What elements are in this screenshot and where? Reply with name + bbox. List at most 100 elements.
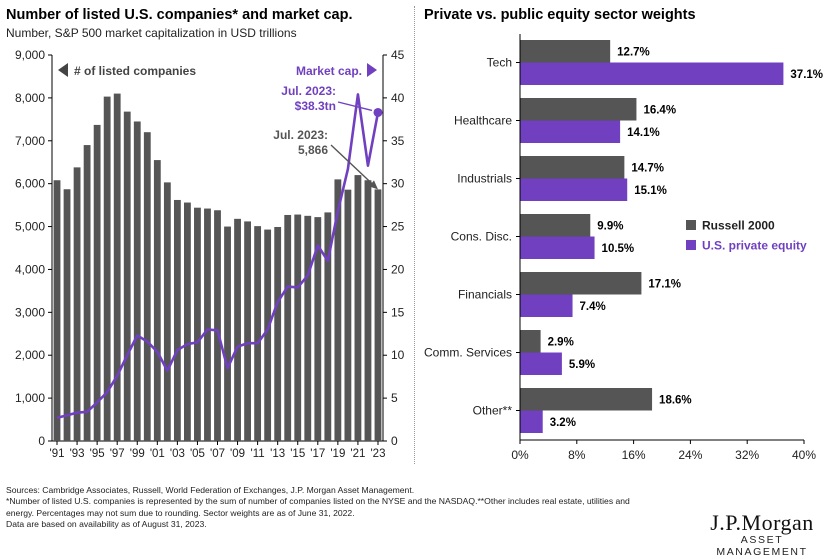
x-tick-label: '93 bbox=[70, 448, 85, 460]
listed-companies-bar bbox=[284, 214, 292, 441]
listed-companies-bar bbox=[274, 226, 282, 441]
russell-2000-value-label: 2.9% bbox=[548, 336, 574, 348]
listed-companies-bar bbox=[224, 226, 231, 441]
right-chart-title: Private vs. public equity sector weights bbox=[424, 7, 696, 23]
x-tick-label: '01 bbox=[150, 448, 165, 460]
right-y-tick-label: 15 bbox=[391, 305, 405, 319]
right-chart: Tech 12.7% 37.1% Healthcare 16.4% 14.1% Indust… bbox=[424, 34, 823, 462]
sector-label: Industrials bbox=[457, 172, 512, 186]
market-legend-arrow bbox=[367, 63, 377, 77]
sector-label: Tech bbox=[487, 56, 512, 70]
left-y-tick-label: 3,000 bbox=[15, 305, 45, 319]
listed-companies-bar bbox=[334, 179, 342, 441]
sector-label: Cons. Disc. bbox=[451, 230, 512, 244]
companies-annotation-arrowhead bbox=[368, 180, 378, 190]
footer-line-note-2: energy. Percentages may not sum due to r… bbox=[6, 507, 355, 518]
russell-2000-bar bbox=[520, 156, 625, 179]
private-equity-value-label: 14.1% bbox=[627, 127, 660, 139]
x-tick-label: '15 bbox=[290, 448, 305, 460]
listed-companies-bar bbox=[264, 229, 272, 441]
right-y-tick-label: 5 bbox=[391, 391, 398, 405]
x-tick-label: '97 bbox=[110, 448, 125, 460]
x-tick-label: '11 bbox=[251, 448, 265, 460]
x-tick-label: '21 bbox=[350, 448, 365, 460]
legend-label-russell-2000: Russell 2000 bbox=[702, 219, 775, 233]
listed-companies-bar bbox=[53, 180, 61, 442]
x-tick-label: 0% bbox=[511, 448, 529, 462]
right-y-tick-label: 35 bbox=[391, 134, 405, 148]
footer-line-availability: Data are based on availability as of Aug… bbox=[6, 519, 207, 530]
private-equity-value-label: 3.2% bbox=[550, 417, 576, 429]
x-tick-label: '23 bbox=[370, 448, 385, 460]
russell-2000-bar bbox=[520, 388, 653, 411]
listed-companies-bar bbox=[254, 226, 262, 441]
russell-2000-bar bbox=[520, 40, 611, 63]
left-y-tick-label: 8,000 bbox=[15, 91, 45, 105]
sector-label: Comm. Services bbox=[424, 346, 512, 360]
left-y-tick-label: 7,000 bbox=[15, 134, 45, 148]
companies-legend-arrow bbox=[58, 63, 68, 77]
private-equity-bar bbox=[520, 352, 562, 375]
russell-2000-bar bbox=[520, 98, 637, 121]
right-y-tick-label: 30 bbox=[391, 177, 405, 191]
private-equity-bar bbox=[520, 178, 628, 201]
legend-swatch-private-equity bbox=[686, 240, 696, 250]
russell-2000-value-label: 17.1% bbox=[648, 278, 681, 290]
listed-companies-bar bbox=[294, 214, 302, 441]
companies-legend-label: # of listed companies bbox=[74, 64, 196, 78]
private-equity-bar bbox=[520, 236, 595, 259]
right-y-tick-label: 0 bbox=[391, 434, 398, 448]
russell-2000-value-label: 9.9% bbox=[597, 220, 623, 232]
left-y-tick-label: 0 bbox=[38, 434, 45, 448]
legend-swatch-russell-2000 bbox=[686, 220, 696, 230]
private-equity-value-label: 37.1% bbox=[790, 69, 823, 81]
footer-line-note-1: *Number of listed U.S. companies is repr… bbox=[6, 496, 630, 507]
sector-label: Financials bbox=[458, 288, 512, 302]
left-y-tick-label: 2,000 bbox=[15, 348, 45, 362]
jpmorgan-logo: J.P.Morgan ASSET MANAGEMENT bbox=[699, 510, 825, 558]
x-tick-label: '95 bbox=[90, 448, 105, 460]
listed-companies-bar bbox=[183, 202, 191, 441]
listed-companies-bar bbox=[123, 111, 131, 441]
footer-line-sources: Sources: Cambridge Associates, Russell, … bbox=[6, 485, 415, 495]
listed-companies-bar bbox=[83, 145, 91, 442]
companies-annotation-leader bbox=[330, 144, 377, 188]
logo-subtitle: ASSET MANAGEMENT bbox=[716, 534, 808, 558]
listed-companies-bar bbox=[324, 212, 332, 441]
sector-label: Other** bbox=[473, 404, 513, 418]
listed-companies-bar bbox=[153, 160, 161, 442]
listed-companies-bar bbox=[63, 189, 71, 441]
listed-companies-bar bbox=[194, 207, 201, 441]
listed-companies-bar bbox=[314, 217, 322, 441]
listed-companies-bar bbox=[374, 189, 382, 441]
left-y-tick-label: 5,000 bbox=[15, 220, 45, 234]
listed-companies-bar bbox=[163, 182, 171, 441]
private-equity-value-label: 5.9% bbox=[569, 359, 595, 371]
listed-companies-bar bbox=[143, 132, 151, 441]
left-y-tick-label: 9,000 bbox=[15, 48, 45, 62]
market-cap-line bbox=[56, 93, 380, 420]
market-annotation-leader bbox=[337, 101, 373, 112]
private-equity-bar bbox=[520, 410, 543, 433]
x-tick-label: '13 bbox=[270, 448, 285, 460]
listed-companies-bar bbox=[93, 124, 101, 442]
left-y-tick-label: 1,000 bbox=[15, 391, 45, 405]
x-tick-label: 40% bbox=[792, 448, 816, 462]
market-cap-endpoint bbox=[373, 107, 383, 117]
private-equity-bar bbox=[520, 62, 784, 85]
russell-2000-value-label: 12.7% bbox=[617, 46, 650, 58]
listed-companies-bar bbox=[113, 93, 121, 441]
russell-2000-value-label: 16.4% bbox=[643, 104, 676, 116]
x-tick-label: '99 bbox=[130, 448, 145, 460]
listed-companies-bar bbox=[214, 210, 221, 441]
right-y-tick-label: 20 bbox=[391, 262, 405, 276]
left-chart-title: Number of listed U.S. companies* and mar… bbox=[6, 7, 353, 23]
x-tick-label: '03 bbox=[170, 448, 185, 460]
private-equity-bar bbox=[520, 120, 621, 143]
russell-2000-value-label: 14.7% bbox=[631, 162, 664, 174]
right-y-tick-label: 10 bbox=[391, 348, 405, 362]
private-equity-value-label: 10.5% bbox=[602, 243, 635, 255]
listed-companies-bar bbox=[354, 175, 362, 442]
russell-2000-value-label: 18.6% bbox=[659, 394, 692, 406]
listed-companies-bar bbox=[364, 180, 372, 442]
